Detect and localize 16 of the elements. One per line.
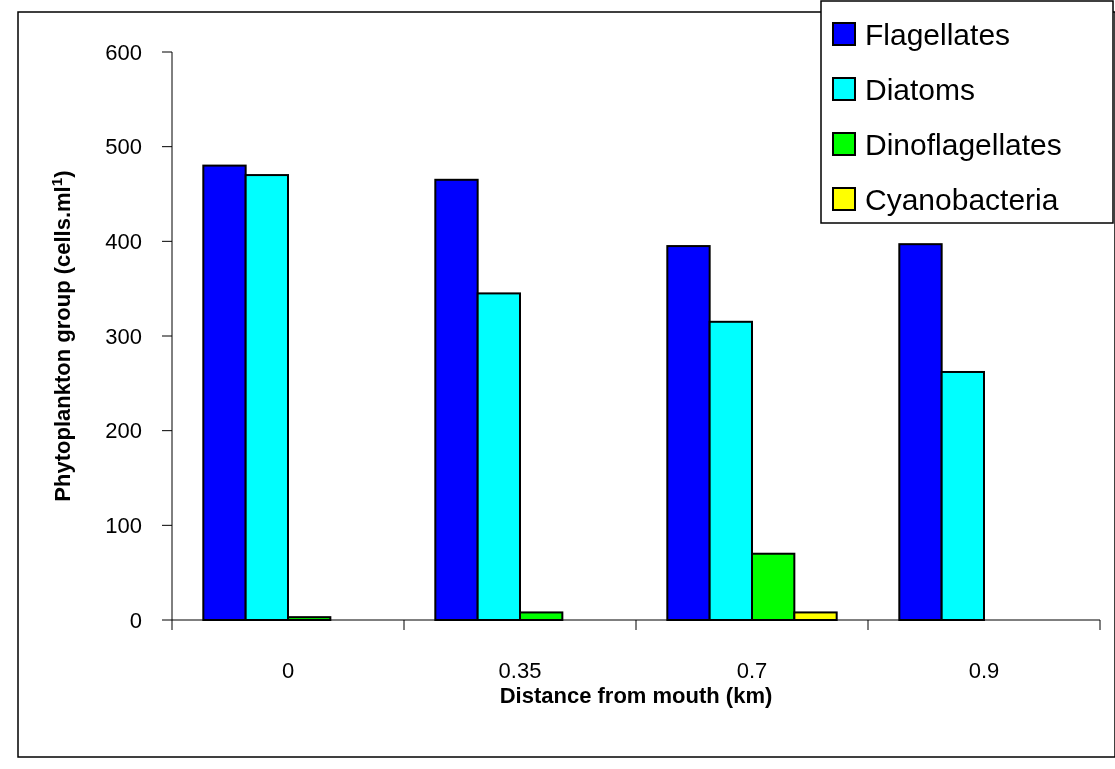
legend-label: Cyanobacteria bbox=[865, 182, 1059, 216]
y-tick-label: 500 bbox=[105, 134, 142, 160]
x-tick-label: 0.7 bbox=[736, 658, 768, 683]
legend-label: Diatoms bbox=[865, 72, 976, 106]
x-tick-label: 0.35 bbox=[498, 658, 542, 683]
y-tick-label: 0 bbox=[129, 607, 142, 633]
x-tick-label: 0 bbox=[281, 658, 295, 683]
y-tick-label: 200 bbox=[105, 418, 142, 444]
x-axis-title: Distance from mouth (km) bbox=[499, 683, 773, 708]
legend-label: Flagellates bbox=[865, 17, 1011, 51]
x-tick-label: 0.9 bbox=[968, 658, 1000, 683]
y-tick-label: 100 bbox=[105, 513, 142, 539]
y-tick-label: 600 bbox=[105, 39, 142, 65]
y-tick-label: 400 bbox=[105, 229, 142, 255]
legend-label: Dinoflagellates bbox=[865, 127, 1062, 161]
y-tick-label: 300 bbox=[105, 323, 142, 349]
